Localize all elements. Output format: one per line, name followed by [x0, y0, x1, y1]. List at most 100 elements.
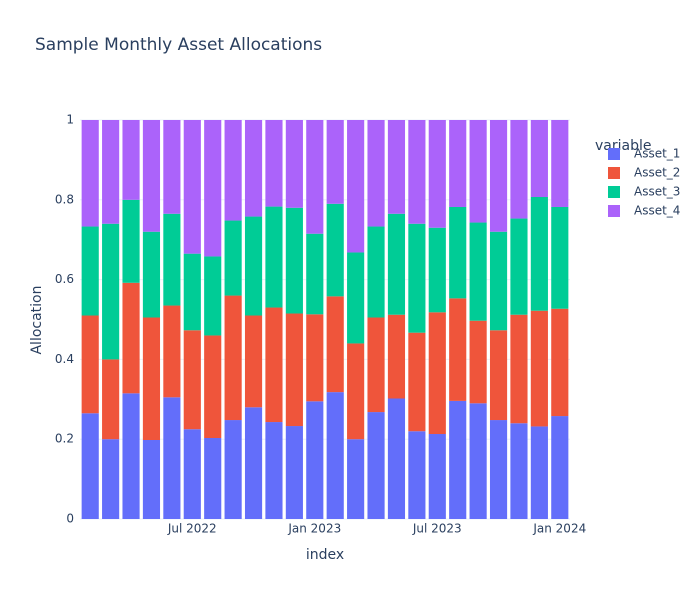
bar-segment — [122, 120, 140, 200]
bar-segment — [489, 120, 508, 232]
bar-segment — [102, 359, 120, 440]
bar-segment — [183, 429, 201, 519]
bar-segment — [408, 431, 426, 519]
y-tick-label: 1 — [66, 113, 74, 127]
bar-segment — [81, 226, 99, 316]
bar-segment — [285, 207, 303, 314]
bar-segment — [306, 401, 324, 519]
bar-segment — [183, 120, 201, 254]
bar-segment — [244, 216, 263, 316]
bar-segment — [224, 295, 242, 421]
bar-segment — [244, 120, 263, 217]
bar-segment — [449, 298, 467, 401]
bar-segment — [265, 307, 283, 423]
bar-segment — [387, 213, 406, 315]
bar-segment — [81, 315, 99, 414]
bar-segment — [469, 120, 487, 223]
bar-segment — [244, 315, 263, 408]
x-axis-label: index — [306, 547, 344, 563]
bar-segment — [469, 403, 487, 519]
bar-segment — [122, 393, 140, 519]
bar-segment — [408, 120, 426, 224]
bar-segment — [163, 397, 181, 519]
bar-segment — [204, 335, 222, 439]
bar-segment — [530, 426, 548, 519]
bar-segment — [367, 120, 385, 227]
y-axis-label: Allocation — [29, 285, 45, 354]
bar-segment — [306, 233, 324, 315]
bar-segment — [285, 120, 303, 208]
bar-segment — [306, 314, 324, 402]
bar-segment — [530, 197, 548, 311]
bar-segment — [489, 420, 508, 519]
bar-segment — [449, 400, 467, 519]
bar-segment — [387, 398, 406, 519]
bar-segment — [408, 332, 426, 432]
bar-segment — [183, 253, 201, 331]
bar-segment — [265, 120, 283, 207]
bar-segment — [102, 120, 120, 224]
bar-segment — [224, 120, 242, 221]
legend-label: Asset_4 — [634, 204, 680, 218]
bar-segment — [326, 120, 344, 204]
bar-segment — [142, 317, 161, 440]
bar-segment — [347, 120, 365, 253]
bar-segment — [428, 120, 446, 228]
bar-segment — [163, 120, 181, 214]
bar-segment — [204, 256, 222, 336]
bar-segment — [387, 120, 406, 214]
bar-segment — [265, 422, 283, 519]
y-tick-label: 0.8 — [55, 192, 74, 206]
legend-swatch — [608, 148, 620, 160]
bar-segment — [367, 226, 385, 318]
bar-segment — [469, 320, 487, 404]
bar-segment — [224, 220, 242, 296]
bar-segment — [428, 312, 446, 435]
bar-segment — [347, 252, 365, 344]
legend-label: Asset_1 — [634, 147, 680, 161]
bar-segment — [347, 343, 365, 440]
chart-title: Sample Monthly Asset Allocations — [35, 35, 322, 55]
bar-segment — [102, 439, 120, 519]
bar-segment — [551, 206, 569, 309]
y-tick-label: 0.6 — [55, 272, 74, 286]
bar-segment — [551, 120, 569, 207]
x-tick-label: Jan 2023 — [287, 522, 341, 536]
bar-segment — [122, 282, 140, 394]
y-tick-label: 0 — [66, 512, 74, 526]
x-tick-label: Jan 2024 — [532, 522, 586, 536]
bar-segment — [510, 218, 528, 315]
bar-segment — [551, 308, 569, 417]
bar-segment — [408, 223, 426, 333]
bar-segment — [163, 305, 181, 398]
bar-segment — [306, 120, 324, 234]
bar-segment — [326, 392, 344, 519]
legend-swatch — [608, 205, 620, 217]
y-tick-label: 0.4 — [55, 352, 74, 366]
bar-segment — [510, 314, 528, 424]
bar-segment — [428, 227, 446, 313]
legend-swatch — [608, 167, 620, 179]
legend-label: Asset_3 — [634, 185, 680, 199]
bar-segment — [469, 222, 487, 321]
bar-segment — [81, 120, 99, 227]
bar-segment — [367, 317, 385, 413]
bar-segment — [265, 206, 283, 308]
bar-segment — [530, 310, 548, 427]
bar-segment — [449, 120, 467, 207]
bar-segment — [510, 120, 528, 219]
bar-segment — [367, 412, 385, 519]
legend-swatch — [608, 186, 620, 198]
bar-segment — [285, 426, 303, 519]
bar-segment — [387, 314, 406, 399]
bar-segment — [510, 423, 528, 519]
bar-segment — [102, 223, 120, 360]
bar-segment — [347, 439, 365, 519]
bar-segment — [204, 438, 222, 519]
bar-segment — [142, 120, 161, 232]
bar-segment — [122, 199, 140, 283]
bar-segment — [530, 120, 548, 198]
bar-segment — [142, 231, 161, 318]
bar-segment — [489, 330, 508, 421]
